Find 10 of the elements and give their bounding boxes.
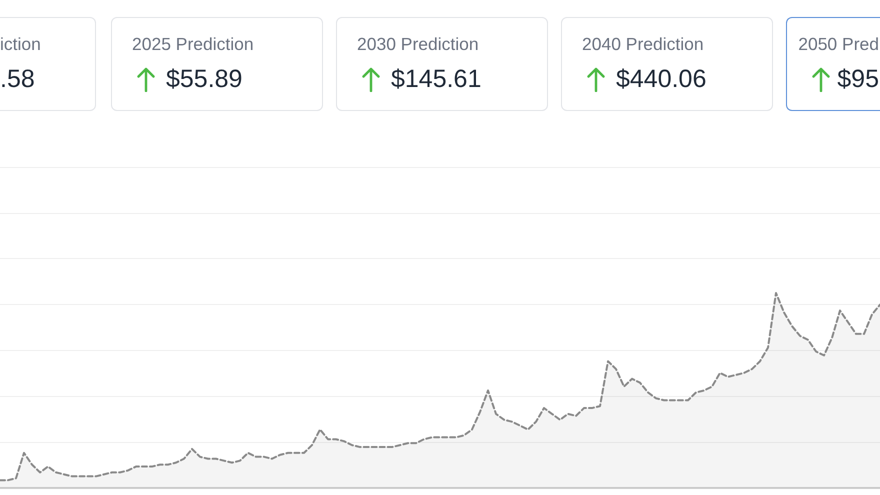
text: $95 [837,65,879,93]
text: $145.61 [391,65,482,93]
text: $55.89 [166,65,242,93]
text: 2025 Prediction [132,34,254,54]
text: .58 [0,65,35,93]
text: 2030 Prediction [357,34,479,54]
text: 2040 Prediction [582,34,704,54]
text: 2050 Pred [798,34,879,54]
text: $440.06 [616,65,706,93]
text: iction [0,34,41,54]
